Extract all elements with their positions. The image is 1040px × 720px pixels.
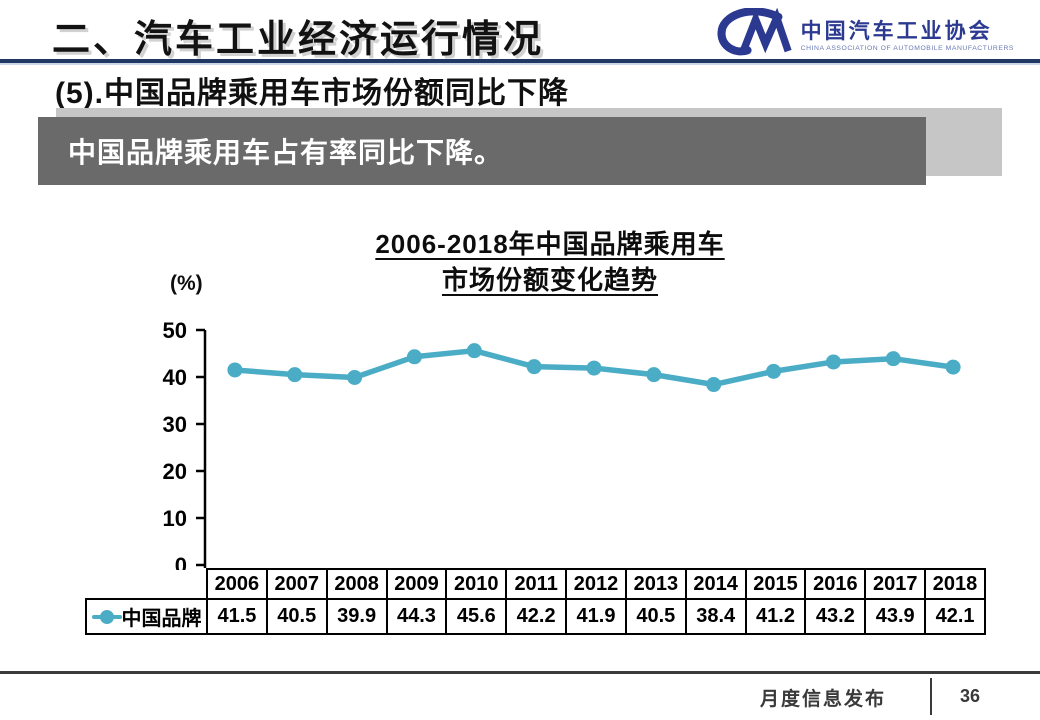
statement-banner-text: 中国品牌乘用车占有率同比下降。 bbox=[68, 137, 504, 168]
series-value-cell: 43.2 bbox=[804, 598, 867, 635]
series-value-cell: 41.2 bbox=[744, 598, 807, 635]
y-tick-label: 40 bbox=[163, 365, 187, 390]
data-point-marker bbox=[945, 359, 961, 375]
y-tick-label: 30 bbox=[163, 412, 187, 437]
x-axis-year-cell: 2012 bbox=[565, 568, 627, 600]
data-point-marker bbox=[287, 367, 303, 383]
footer-divider-line bbox=[0, 671, 1040, 674]
series-value-cell: 41.9 bbox=[565, 598, 627, 635]
statement-banner: 中国品牌乘用车占有率同比下降。 bbox=[38, 117, 926, 185]
legend-series-name: 中国品牌 bbox=[121, 608, 202, 630]
x-axis-year-cell: 2015 bbox=[744, 568, 807, 600]
series-value-cell: 44.3 bbox=[385, 598, 448, 635]
data-point-marker bbox=[825, 354, 841, 370]
logo-name-en: CHINA ASSOCIATION OF AUTOMOBILE MANUFACT… bbox=[800, 45, 1014, 53]
y-tick-label: 10 bbox=[163, 506, 187, 531]
logo-name-cn: 中国汽车工业协会 bbox=[800, 20, 993, 44]
legend-cell: 中国品牌 bbox=[85, 598, 208, 635]
header-divider-line-light bbox=[0, 63, 1040, 65]
chart-title-line1: 2006-2018年中国品牌乘用车 bbox=[375, 229, 725, 259]
table-spacer-cell bbox=[86, 569, 207, 599]
y-tick-label: 20 bbox=[163, 459, 187, 484]
y-axis-unit-label: (%) bbox=[170, 272, 203, 295]
data-point-marker bbox=[646, 367, 662, 383]
x-axis-year-cell: 2016 bbox=[804, 568, 867, 600]
header-divider-line bbox=[0, 59, 1040, 63]
page-number: 36 bbox=[959, 686, 981, 706]
x-axis-year-cell: 2009 bbox=[385, 568, 448, 600]
x-axis-year-cell: 2014 bbox=[684, 568, 747, 600]
x-axis-year-cell: 2008 bbox=[325, 568, 388, 600]
footer-label: 月度信息发布 bbox=[759, 689, 886, 710]
data-point-marker bbox=[466, 343, 482, 359]
x-axis-year-cell: 2013 bbox=[624, 568, 687, 600]
series-value-cell: 38.4 bbox=[684, 598, 747, 635]
data-point-marker bbox=[406, 349, 422, 365]
series-value-cell: 42.1 bbox=[924, 598, 986, 635]
chart-title-line2: 市场份额变化趋势 bbox=[441, 265, 658, 295]
x-axis-year-cell: 2007 bbox=[265, 568, 328, 600]
series-value-cell: 40.5 bbox=[624, 598, 687, 635]
x-axis-year-cell: 2010 bbox=[445, 568, 508, 600]
series-value-cell: 45.6 bbox=[445, 598, 508, 635]
series-value-cell: 39.9 bbox=[325, 598, 388, 635]
data-point-marker bbox=[526, 359, 542, 375]
x-axis-year-cell: 2018 bbox=[924, 568, 986, 600]
slide-subtitle: (5).中国品牌乘用车市场份额同比下降 bbox=[55, 77, 569, 110]
series-value-cell: 42.2 bbox=[505, 598, 568, 635]
chart-title: 2006-2018年中国品牌乘用车 市场份额变化趋势 bbox=[280, 226, 820, 298]
y-tick-label: 50 bbox=[163, 320, 187, 343]
caam-logo: 中国汽车工业协会 CHINA ASSOCIATION OF AUTOMOBILE… bbox=[715, 7, 1014, 65]
page-title: 二、汽车工业经济运行情况 bbox=[52, 19, 545, 61]
x-axis-year-cell: 2017 bbox=[864, 568, 927, 600]
series-value-cell: 40.5 bbox=[265, 598, 328, 635]
data-point-marker bbox=[706, 377, 722, 393]
data-point-marker bbox=[227, 362, 243, 378]
data-point-marker bbox=[766, 363, 782, 379]
x-axis-year-cell: 2006 bbox=[206, 568, 268, 600]
legend-line-marker-icon bbox=[91, 609, 122, 624]
x-axis-year-cell: 2011 bbox=[505, 568, 568, 600]
caam-logo-icon bbox=[715, 7, 793, 65]
footer-vertical-divider bbox=[930, 678, 932, 715]
data-point-marker bbox=[885, 351, 901, 367]
series-value-cell: 43.9 bbox=[864, 598, 927, 635]
series-value-cell: 41.5 bbox=[206, 598, 268, 635]
data-point-marker bbox=[347, 369, 363, 385]
chart-data-table: 2006 2007 2008 2009 2010 2011 2012 2013 2014 2015… bbox=[85, 568, 986, 635]
data-point-marker bbox=[586, 360, 602, 376]
